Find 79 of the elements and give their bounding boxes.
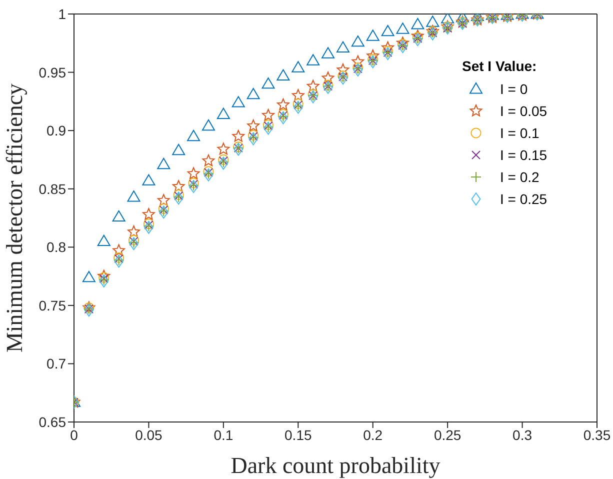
y-tick-label: 0.85 [38,180,66,197]
point [216,108,230,119]
point [202,119,215,131]
point [366,49,380,62]
point [172,144,186,156]
point [82,270,96,282]
point [306,54,320,66]
x-tick-label: 0.05 [135,426,163,443]
legend-label: I = 0.2 [500,169,540,185]
point [217,142,230,155]
x-tick-label: 0.35 [583,426,611,443]
point [142,174,156,186]
x-tick-label: 0.3 [512,426,532,443]
point [398,40,408,54]
legend-label: I = 0 [500,81,528,97]
point [97,234,110,246]
y-tick-label: 0.8 [46,239,66,256]
legend-label: I = 0.25 [500,191,548,207]
point [322,72,334,84]
point [187,167,200,180]
x-tick-label: 0 [70,426,78,443]
point [142,208,155,220]
point [232,130,245,142]
point [112,210,126,222]
point [426,16,440,27]
point [128,225,140,238]
y-axis-title: Minimum detector efficiency [2,82,28,353]
point [366,30,380,41]
point [352,55,364,68]
point [441,14,454,24]
point [322,47,335,58]
legend-title: Set I Value: [462,58,538,74]
point [188,180,198,194]
x-tick-label: 0.2 [363,426,383,443]
x-axis-title: Dark count probability [230,453,441,478]
point [157,194,170,206]
point [232,96,245,108]
point [292,89,304,101]
point [351,35,364,47]
y-tick-label: 0.65 [38,414,66,430]
point [292,61,305,72]
point [411,30,424,42]
point [247,119,260,132]
point [172,180,185,192]
point [187,130,200,142]
x-tick-label: 0.25 [434,426,462,443]
y-tick-label: 1 [58,6,66,22]
point [276,98,290,110]
point [412,33,422,46]
point [336,63,350,76]
point [383,47,392,60]
point [262,108,274,121]
point [112,244,126,256]
point [202,154,215,166]
point [396,22,410,34]
point [129,237,138,250]
x-tick-label: 0.15 [284,426,312,443]
point [336,41,350,53]
point [411,18,424,30]
point [262,77,275,89]
point [338,72,348,85]
y-tick-label: 0.95 [38,64,66,80]
point [396,36,409,48]
y-tick-label: 0.75 [38,297,66,314]
point [114,254,124,268]
x-tick-label: 0.1 [214,426,234,443]
point [157,158,170,170]
legend-label: I = 0.1 [500,125,540,141]
point [246,88,260,100]
point [127,190,140,202]
legend-label: I = 0.15 [500,147,548,163]
point [382,41,394,54]
y-tick-label: 0.9 [46,122,66,139]
point [84,304,94,317]
point [306,80,320,92]
point [276,69,290,80]
point [381,24,394,36]
legend-label: I = 0.05 [500,103,548,119]
y-tick-label: 0.7 [46,356,66,372]
